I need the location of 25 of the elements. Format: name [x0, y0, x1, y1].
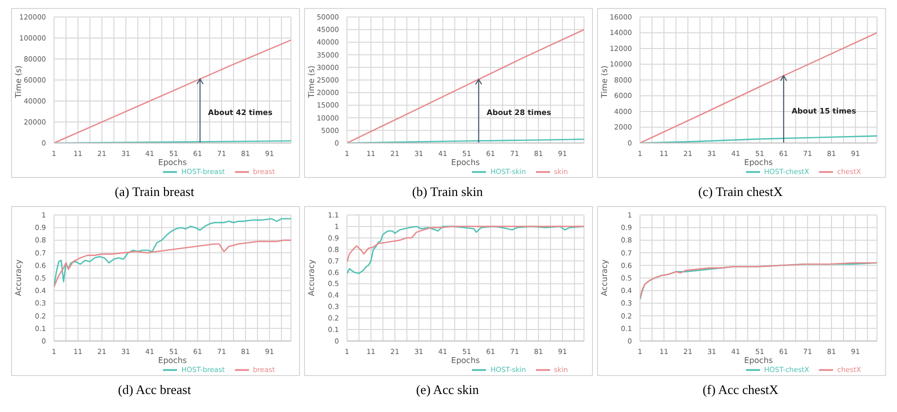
y-axis-title: Time (s) [600, 65, 609, 99]
x-axis-title: Epochs [744, 158, 773, 167]
x-axis-title: Epochs [158, 158, 187, 167]
x-axis-title: Epochs [744, 356, 773, 365]
y-axis-title: Time (s) [306, 65, 316, 99]
x-axis-title: Epochs [451, 356, 480, 365]
y-axis-title: Accuracy [600, 259, 609, 296]
text: (d) Acc breast [117, 382, 192, 398]
text: (b) Train skin [411, 184, 484, 200]
x-axis-title: Epochs [451, 158, 480, 167]
y-axis-title: Time (s) [14, 65, 23, 99]
line-series [54, 218, 291, 288]
x-axis-title: Epochs [158, 356, 187, 365]
line-series [347, 28, 584, 143]
text: (a) Train breast [114, 184, 196, 200]
line-series [347, 226, 584, 274]
text: (c) Train chestX [697, 184, 784, 200]
y-axis-title: Accuracy [14, 259, 23, 296]
line-series [54, 39, 291, 143]
y-axis-title: Accuracy [306, 259, 316, 296]
line-series [640, 32, 877, 143]
text: (e) Acc skin [415, 382, 480, 398]
line-series [347, 226, 584, 263]
text: (f) Acc chestX [702, 382, 780, 398]
line-series [54, 240, 291, 288]
